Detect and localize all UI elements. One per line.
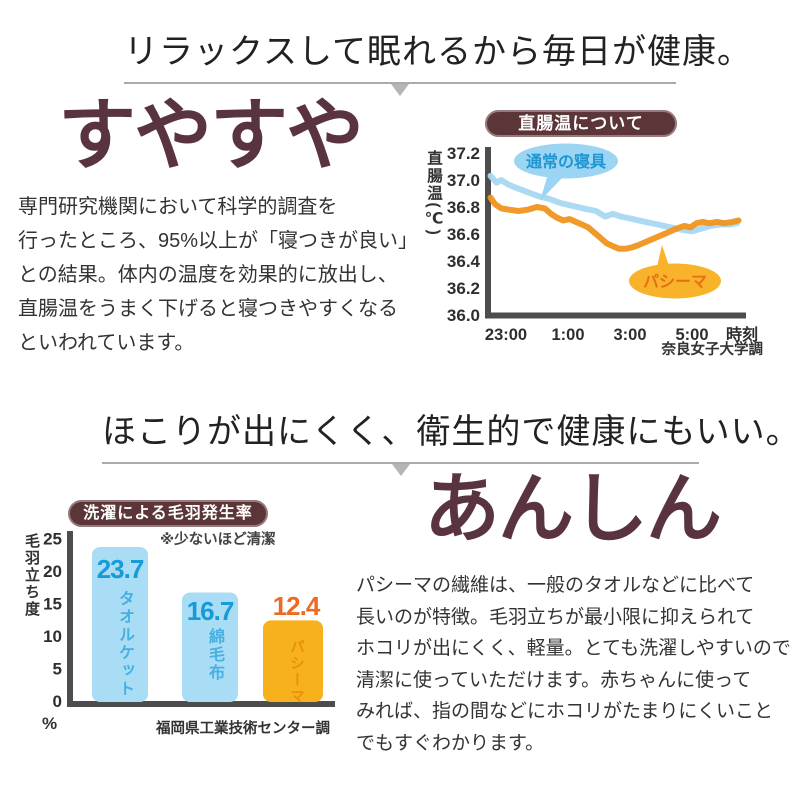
y-tick-label: 36.8 [447,198,480,217]
line-chart-source: 奈良女子大学調 [661,342,764,358]
y-tick-label: 25 [43,530,62,549]
section2-header-text: ほこりが出にくく、衛生的で健康にもいい。 [102,414,800,451]
series-line-normal-bedding [487,172,740,235]
x-tick-label: 23:00 [485,326,527,344]
bar-chart-note: ※少ないほど清潔 [160,532,276,548]
y-tick-label: 36.4 [447,252,481,271]
section1-header-rule [124,82,676,96]
bar-0 [92,546,148,702]
bar-label-towelket: タオルケット [116,590,133,698]
x-axis-label: 時刻 [726,325,758,344]
bar-label-cotton-blanket: 綿毛布 [206,628,223,682]
bar-label-pasima: パシーマ [288,639,304,705]
y-tick-label: 0 [53,692,62,711]
y-tick-label: 20 [43,562,62,581]
section1-header: リラックスして眠れるから毎日が健康。 [124,24,752,96]
section2-title: あんしん [424,467,722,552]
section2-body: パシーマの繊維は、一般のタオルなどに比べて 長いのが特徴。毛羽立ちが最小限に抑え… [356,575,791,754]
line-chart-y-axis-label: 直腸温(℃) [425,150,442,237]
section2-header: ほこりが出にくく、衛生的で健康にもいい。 [102,404,800,476]
x-tick-label: 3:00 [613,326,646,344]
x-tick-label: 5:00 [675,326,708,344]
lint-rate-bar-chart: 25 20 15 10 5 0 洗濯による毛羽発生率 ※少ないほど清潔 毛羽立ち度 % 福… [20,495,380,765]
series-line-pasima [487,194,742,252]
legend-bubble-tail [540,174,563,201]
legend-bubble-label: 通常の寝具 [526,152,606,171]
bar-chart-canvas: 25 20 15 10 5 0 [43,530,335,711]
y-tick-label: 10 [43,627,62,646]
down-triangle-icon [391,464,410,476]
legend-bubble [629,263,721,299]
y-tick-label: 37.0 [447,171,480,190]
down-triangle-icon [391,84,409,96]
y-tick-label: 5 [53,660,62,679]
bar-chart-title-pill: 洗濯による毛羽発生率 [68,500,268,527]
line-chart-canvas: 37.2 37.0 36.8 36.6 36.4 36.2 36.0 23:00 1:00 3:0… [447,143,758,344]
line-chart-title-pill: 直腸温について [485,110,677,137]
section1-title: すやすや [58,91,364,179]
bar-value-pasima: 12.4 [272,591,321,621]
bar-2 [263,620,323,702]
y-tick-label: 36.2 [447,279,480,298]
x-tick-label: 1:00 [551,326,584,344]
bar-chart-y-axis-label: 毛羽立ち度 [23,533,40,618]
bar-chart-unit-label: % [42,714,58,733]
y-tick-label: 36.0 [447,306,480,325]
legend-bubble-label: パシーマ [643,273,707,291]
legend-bubble-tail [657,245,670,269]
section1-body: 専門研究機関において科学的調査を 行ったところ、95%以上が「寝つきが良い」 と… [18,196,419,354]
bar-value-cotton-blanket: 16.7 [186,596,235,626]
bar-chart-source: 福岡県工業技術センター調 [156,721,330,737]
bar-value-towelket: 23.7 [96,554,145,584]
y-tick-label: 15 [43,595,62,614]
rectal-temperature-line-chart: 37.2 37.0 36.8 36.6 36.4 36.2 36.0 23:00 1:00 3:0… [420,95,800,395]
y-tick-label: 36.6 [447,225,480,244]
legend-bubble [514,143,618,179]
bar-1 [182,592,238,702]
section1-header-text: リラックスして眠れるから毎日が健康。 [124,34,752,71]
y-tick-label: 37.2 [447,144,480,163]
section2-header-rule [102,462,699,476]
